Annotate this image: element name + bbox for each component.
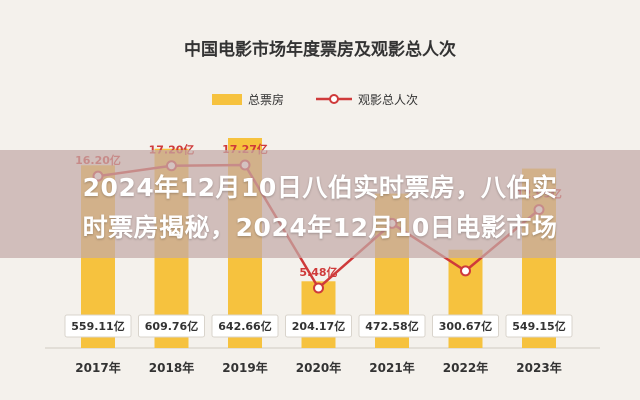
line-point-5 — [460, 265, 471, 277]
bar-value-label-2: 642.66亿 — [218, 319, 271, 333]
legend: 总票房 观影总人次 — [212, 92, 418, 107]
x-tick-label-4: 2021年 — [369, 360, 414, 375]
line-point-3 — [313, 282, 324, 294]
overlay-line-2: 时票房揭秘，2024年12月10日电影市场 — [82, 213, 558, 242]
bar-value-box-2 — [211, 314, 279, 338]
legend-line-marker — [329, 94, 339, 104]
bar-value-label-4: 472.58亿 — [365, 319, 418, 333]
bar-value-box-0 — [64, 314, 132, 338]
legend-bar-swatch — [212, 94, 242, 105]
chart-title: 中国电影市场年度票房及观影总人次 — [184, 39, 456, 60]
line-label-3: 5.48亿 — [299, 265, 337, 279]
bar-value-label-6: 549.15亿 — [512, 319, 565, 333]
x-tick-label-2: 2019年 — [222, 360, 267, 375]
x-tick-label-3: 2020年 — [296, 360, 341, 375]
x-tick-label-1: 2018年 — [149, 360, 194, 375]
bar-value-box-3 — [285, 314, 352, 338]
x-tick-layer: 2017年 2018年 2019年 2020年 2021年 2022年 2023年 — [75, 360, 561, 375]
bar-value-box-6 — [505, 314, 573, 338]
bar-value-label-3: 204.17亿 — [292, 319, 345, 333]
x-tick-label-0: 2017年 — [75, 360, 120, 375]
x-tick-label-6: 2023年 — [516, 360, 561, 375]
legend-bar-label: 总票房 — [248, 92, 284, 107]
bar-value-box-1 — [138, 314, 205, 338]
bar-value-box-5 — [432, 314, 499, 338]
overlay-line-1: 2024年12月10日八伯实时票房，八伯实 — [82, 173, 558, 202]
x-tick-label-5: 2022年 — [443, 360, 488, 375]
bar-value-label-1: 609.76亿 — [145, 319, 198, 333]
bar-value-label-5: 300.67亿 — [439, 319, 492, 333]
bar-value-box-4 — [358, 314, 426, 338]
title-overlay-banner: 2024年12月10日八伯实时票房，八伯实 时票房揭秘，2024年12月10日电… — [0, 150, 640, 258]
legend-line-label: 观影总人次 — [358, 93, 418, 107]
bar-value-label-0: 559.11亿 — [71, 319, 124, 333]
value-box-layer: 559.11亿 609.76亿 642.66亿 204.17亿 472.58亿 300.6… — [64, 314, 573, 338]
